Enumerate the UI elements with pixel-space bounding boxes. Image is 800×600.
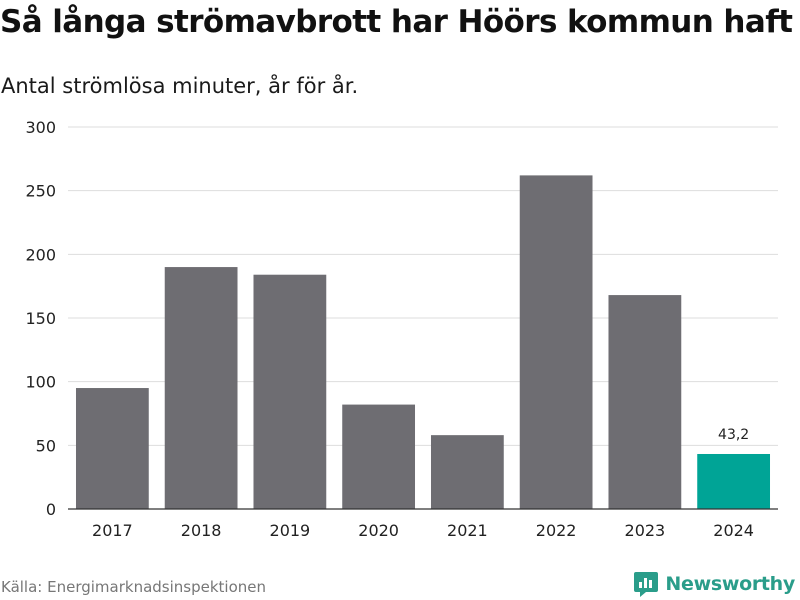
brand-logo: Newsworthy (633, 569, 795, 599)
y-tick-label: 300 (25, 118, 56, 137)
y-axis-ticks: 0 50 100 150 200 250 300 (25, 118, 56, 519)
bar-2021 (430, 435, 504, 509)
x-tick-label: 2024 (713, 521, 754, 540)
bar-chart: 0 50 100 150 200 250 300 43,2 2017 2018 2019 2020… (25, 118, 778, 540)
bar-2017 (75, 388, 149, 509)
newsworthy-logo-icon (634, 572, 659, 597)
data-labels: 43,2 (718, 427, 749, 443)
data-label: 43,2 (718, 427, 749, 443)
chart-title: Så långa strömavbrott har Höörs kommun h… (0, 4, 793, 40)
y-tick-label: 100 (25, 373, 56, 392)
x-tick-label: 2018 (181, 521, 222, 540)
x-tick-label: 2017 (92, 521, 133, 540)
x-axis-ticks: 2017 2018 2019 2020 2021 2022 2023 2024 (92, 521, 754, 540)
x-tick-label: 2021 (447, 521, 488, 540)
source-note: Källa: Energimarknadsinspektionen (1, 578, 267, 596)
x-tick-label: 2020 (358, 521, 399, 540)
y-tick-label: 50 (36, 436, 56, 455)
y-tick-label: 0 (46, 500, 56, 519)
bar-2022 (519, 175, 593, 510)
bar-2018 (164, 267, 238, 509)
y-tick-label: 250 (25, 182, 56, 201)
x-tick-label: 2019 (270, 521, 311, 540)
y-tick-label: 150 (25, 309, 56, 328)
bar-2019 (253, 274, 327, 509)
x-tick-label: 2022 (536, 521, 577, 540)
bar-2024 (697, 453, 771, 509)
chart-subtitle: Antal strömlösa minuter, år för år. (1, 74, 359, 98)
bars (75, 175, 771, 510)
bar-2023 (608, 295, 682, 509)
x-tick-label: 2023 (625, 521, 666, 540)
bar-2020 (342, 404, 416, 509)
y-tick-label: 200 (25, 245, 56, 264)
brand-name: Newsworthy (665, 573, 795, 595)
